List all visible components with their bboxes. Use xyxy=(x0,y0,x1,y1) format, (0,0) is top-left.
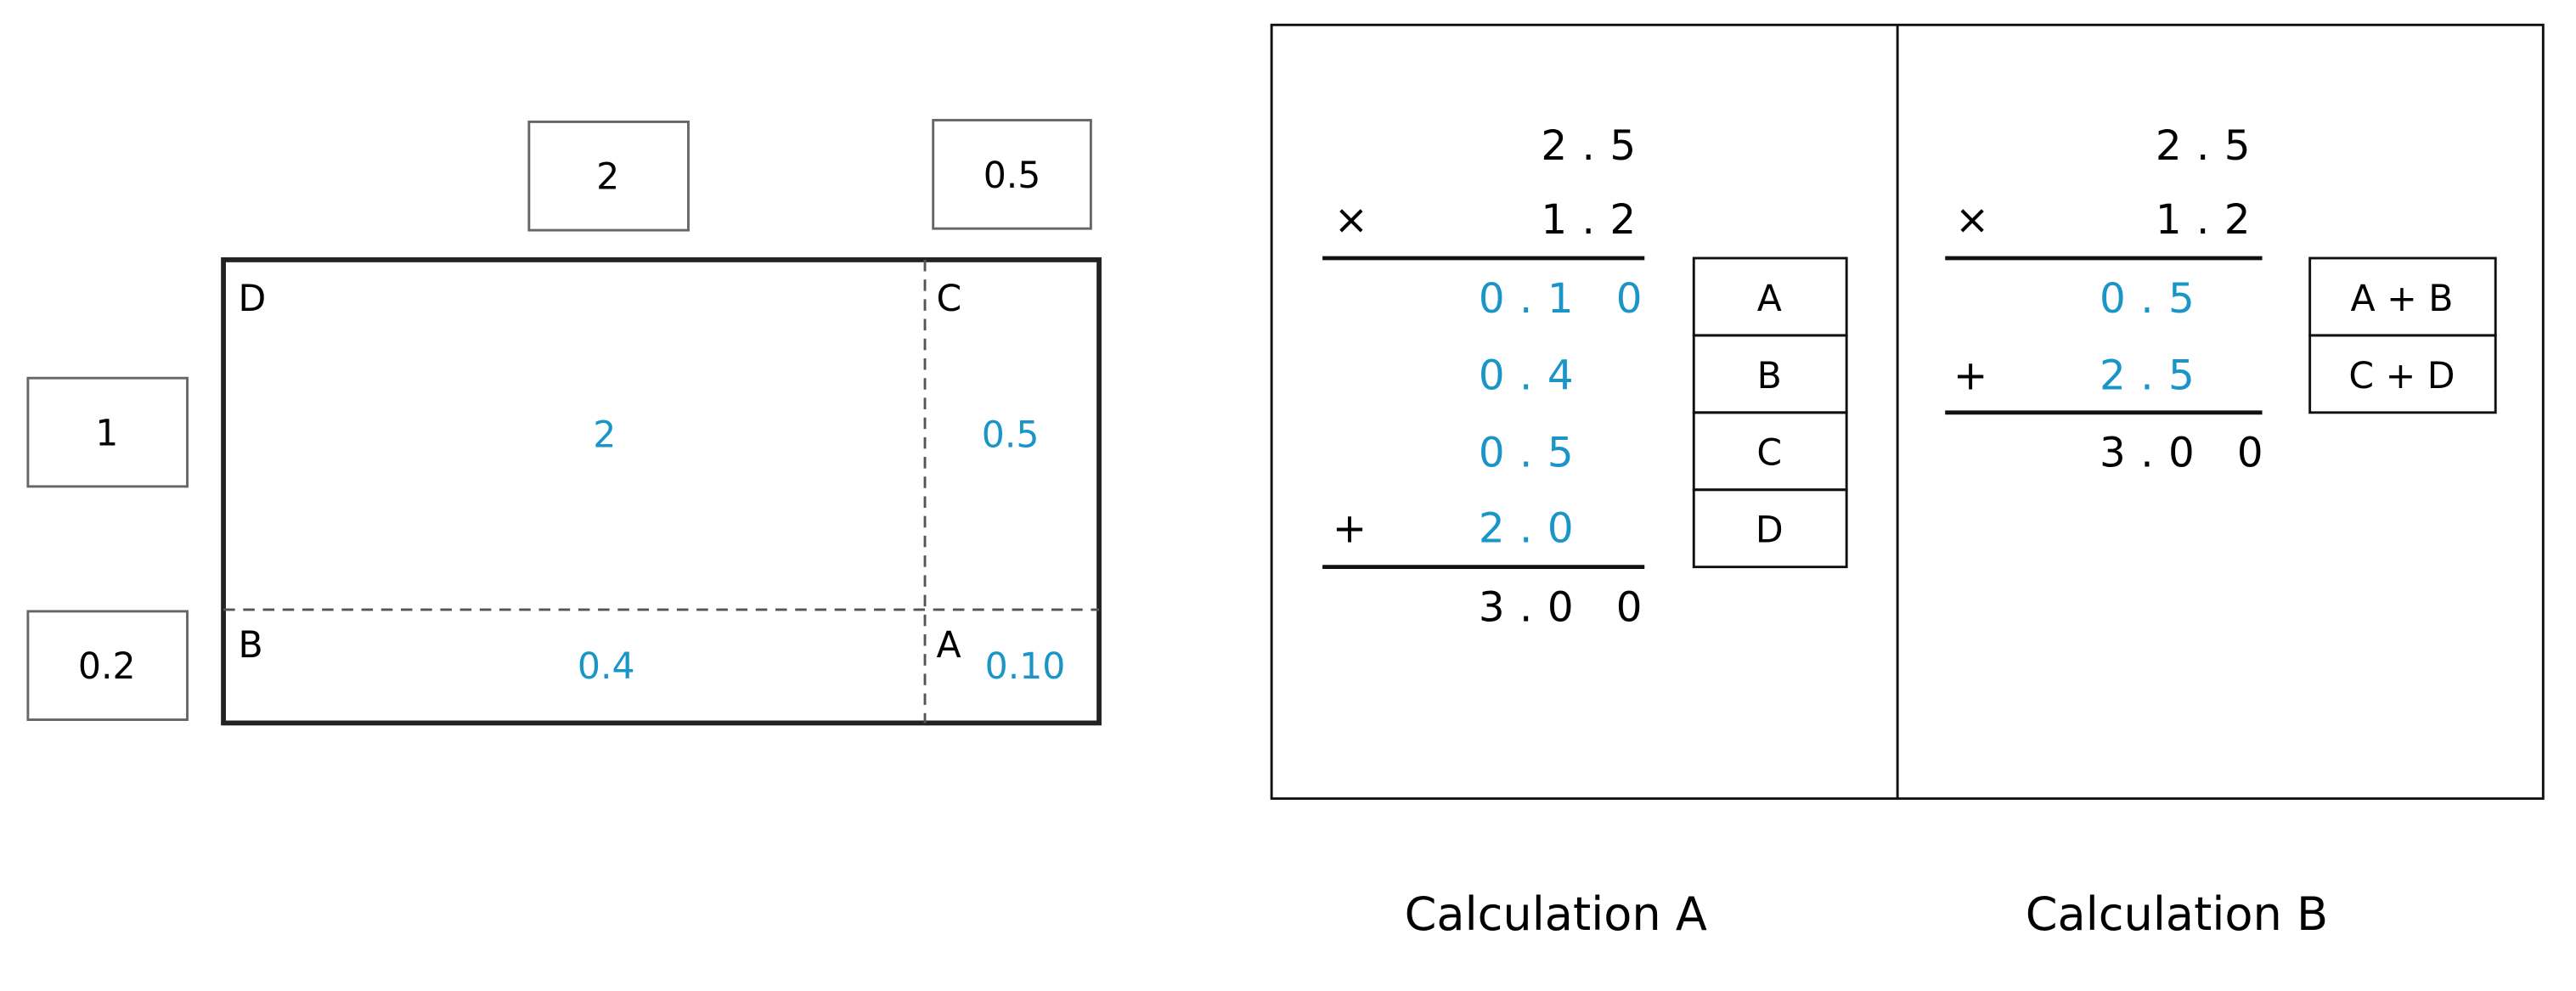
partial-product-c: 0.5 xyxy=(1479,430,1588,477)
label-c: C xyxy=(1756,433,1782,475)
times-sign: × xyxy=(1334,196,1384,244)
corner-label-d: D xyxy=(238,279,266,320)
result: 3.0 0 xyxy=(1479,583,1657,631)
multiplicand: 2.5 xyxy=(1541,122,1650,170)
area-model: 2 0.5 1 0.2 D C B A 2 0.5 0.4 0.10 xyxy=(26,119,1102,726)
times-sign: × xyxy=(1955,196,2004,244)
factor-box-side-1 xyxy=(26,376,189,488)
cell-a-value: 0.10 xyxy=(985,646,1066,688)
label-cd: C + D xyxy=(2348,356,2455,397)
label-a: A xyxy=(1757,279,1782,320)
factor-box-top-1 xyxy=(527,120,690,232)
factor-box-top-2 xyxy=(932,119,1092,230)
corner-label-a: A xyxy=(937,625,961,667)
label-ab: A + B xyxy=(2350,279,2453,320)
cell-d-value: 2 xyxy=(593,414,616,456)
multiplier: 1.2 xyxy=(2156,196,2265,244)
label-d: D xyxy=(1756,510,1784,552)
calculations-frame xyxy=(1270,23,2545,800)
result: 3.0 0 xyxy=(2100,430,2278,477)
plus-sign: + xyxy=(1333,505,1382,553)
plus-sign: + xyxy=(1953,352,2003,400)
partial-sum-ab: 0.5 xyxy=(2100,275,2209,323)
caption-calculation-b: Calculation B xyxy=(2026,887,2329,941)
calculation-a: 2.5 × 1.2 0.1 0 0.4 0.5 + 2.0 3.0 0 A B … xyxy=(1322,122,1848,631)
caption-calculation-a: Calculation A xyxy=(1405,887,1707,941)
cell-c-value: 0.5 xyxy=(982,414,1040,456)
label-box-d xyxy=(1692,488,1848,569)
partial-sum-cd: 2.5 xyxy=(2100,352,2209,400)
cell-b-value: 0.4 xyxy=(578,646,635,688)
calculation-b: 2.5 × 1.2 0.5 + 2.5 3.0 0 A + B C + D xyxy=(1945,122,2497,477)
area-rectangle xyxy=(221,257,1102,726)
factor-top-2: 0.5 xyxy=(984,155,1041,197)
corner-label-c: C xyxy=(937,279,962,320)
partial-product-a: 0.1 0 xyxy=(1479,275,1657,323)
multiplicand: 2.5 xyxy=(2156,122,2265,170)
factor-side-1: 1 xyxy=(95,414,118,455)
label-box-cd xyxy=(2308,334,2497,414)
partial-product-b: 0.4 xyxy=(1479,352,1588,400)
partial-product-d: 2.0 xyxy=(1479,505,1588,553)
corner-label-b: B xyxy=(238,625,262,667)
calculations-panel: 2.5 × 1.2 0.1 0 0.4 0.5 + 2.0 3.0 0 A B … xyxy=(1270,23,2545,941)
factor-side-2: 0.2 xyxy=(78,646,136,688)
factor-top-1: 2 xyxy=(596,157,619,199)
multiplier: 1.2 xyxy=(1541,196,1650,244)
label-b: B xyxy=(1757,356,1782,397)
factor-box-side-2 xyxy=(26,610,189,721)
